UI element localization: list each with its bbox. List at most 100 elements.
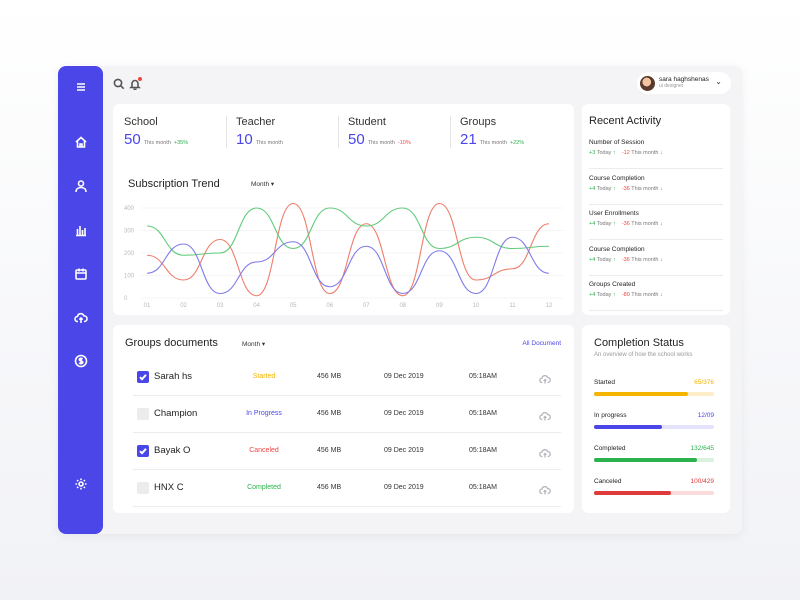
activity-up-period: Today <box>596 292 612 298</box>
row-checkbox[interactable] <box>137 445 149 457</box>
cloud-upload-icon[interactable] <box>539 371 551 384</box>
activity-down-period: This month <box>631 150 659 156</box>
stat-period: This month <box>479 140 507 146</box>
activity-up-period: Today <box>596 256 612 263</box>
settings-icon[interactable] <box>71 474 90 493</box>
activity-item: Number of Session +3 Today ↑ -12 This mon… <box>589 139 723 169</box>
avatar <box>640 75 655 91</box>
activity-up-period: Today <box>596 185 612 192</box>
table-row[interactable]: Champion In Progress 456 MB 09 Dec 2019 05:1… <box>133 396 561 433</box>
activity-up-period: Today <box>596 150 612 156</box>
activity-down-value: -36 <box>621 221 630 227</box>
stat-label: Teacher <box>236 116 276 128</box>
activity-down-period: This month <box>631 185 659 192</box>
documents-month-dropdown[interactable]: Month ▾ <box>242 340 265 348</box>
activity-title: Recent Activity <box>589 115 662 127</box>
arrow-down-icon: ↓ <box>659 221 663 227</box>
arrow-up-icon: ↑ <box>612 221 616 227</box>
completion-item: In progress 12/09 <box>594 412 714 432</box>
cloud-upload-icon[interactable] <box>71 308 90 327</box>
completion-item: Completed 132/645 <box>594 445 714 465</box>
activity-up-value: +4 <box>589 256 596 263</box>
activity-down-period: This month <box>631 292 659 298</box>
document-size: 456 MB <box>317 373 342 380</box>
home-icon[interactable] <box>71 132 90 151</box>
bell-icon[interactable] <box>129 77 143 91</box>
document-time: 05:18AM <box>469 410 498 417</box>
stat-period: This month <box>255 140 283 146</box>
cloud-upload-icon[interactable] <box>539 482 551 495</box>
series-line-1 <box>146 202 550 297</box>
completion-item: Canceled 100/429 <box>594 478 714 498</box>
cloud-upload-icon[interactable] <box>539 445 551 458</box>
progress-track <box>594 491 714 495</box>
cloud-upload-icon[interactable] <box>539 408 551 421</box>
x-tick-label: 03 <box>217 303 224 309</box>
search-icon[interactable] <box>113 77 127 91</box>
activity-down-value: -12 <box>621 150 630 156</box>
table-row[interactable]: HNX C Completed 456 MB 09 Dec 2019 05:18AM <box>133 470 561 507</box>
all-documents-link[interactable]: All Document <box>522 340 561 347</box>
x-tick-label: 04 <box>253 303 260 309</box>
chevron-down-icon: ▾ <box>261 341 266 348</box>
activity-item: User Enrollments +4 Today ↑ -36 This mont… <box>589 210 723 240</box>
document-date: 09 Dec 2019 <box>384 373 424 380</box>
progress-fill <box>594 392 688 396</box>
activity-name: Groups Created <box>589 281 636 288</box>
stat-change: +22% <box>509 140 525 146</box>
progress-track <box>594 392 714 396</box>
document-name: HNX C <box>154 482 184 493</box>
stat-value: 10 <box>236 131 253 148</box>
completion-label: Completed <box>594 445 626 452</box>
progress-fill <box>594 425 663 429</box>
activity-up-value: +4 <box>589 292 596 298</box>
x-tick-label: 10 <box>473 303 480 309</box>
document-size: 456 MB <box>317 484 342 491</box>
completion-value: 12/09 <box>697 412 714 419</box>
row-checkbox[interactable] <box>137 408 149 420</box>
dollar-icon[interactable] <box>71 351 90 370</box>
document-size: 456 MB <box>317 447 342 454</box>
document-time: 05:18AM <box>469 484 498 491</box>
arrow-down-icon: ↓ <box>659 292 663 298</box>
row-checkbox[interactable] <box>137 482 149 494</box>
stat-value: 21 <box>460 131 477 148</box>
activity-down-value: -36 <box>621 185 630 192</box>
table-row[interactable]: Bayak O Canceled 456 MB 09 Dec 2019 05:18AM <box>133 433 561 470</box>
table-row[interactable]: Sarah hs Started 456 MB 09 Dec 2019 05:18AM <box>133 359 561 396</box>
arrow-down-icon: ↓ <box>659 256 663 263</box>
document-name: Champion <box>154 408 198 419</box>
progress-track <box>594 458 714 462</box>
stat-change: +35% <box>173 140 189 146</box>
bar-chart-icon[interactable] <box>71 220 90 239</box>
completion-subtitle: An overview of how the school works <box>594 352 693 358</box>
arrow-up-icon: ↑ <box>612 150 616 156</box>
activity-item: Groups Created +4 Today ↑ -80 This month … <box>589 281 723 311</box>
row-checkbox[interactable] <box>137 371 149 383</box>
stat-label: Student <box>348 116 386 128</box>
y-tick-label: 400 <box>124 206 135 212</box>
arrow-up-icon: ↑ <box>612 185 616 192</box>
check-icon <box>139 374 147 381</box>
stat-value: 50 <box>348 131 365 148</box>
series-line-2 <box>146 207 550 256</box>
x-tick-label: 08 <box>399 303 406 309</box>
completion-label: In progress <box>594 412 627 419</box>
calendar-icon[interactable] <box>71 264 90 283</box>
user-menu[interactable]: sara haghshenas ui designer ⌄ <box>637 72 731 94</box>
document-status: Started <box>252 373 276 380</box>
dashboard-window: sara haghshenas ui designer ⌄ School 50 … <box>58 66 742 534</box>
activity-up-value: +3 <box>589 150 596 156</box>
completion-label: Canceled <box>594 478 622 485</box>
menu-icon[interactable] <box>71 77 90 96</box>
groups-documents-card: Groups documents Month ▾ All Document Sa… <box>113 325 574 513</box>
document-size: 456 MB <box>317 410 342 417</box>
completion-title: Completion Status <box>594 337 684 349</box>
completion-value: 132/645 <box>690 445 715 452</box>
user-icon[interactable] <box>71 176 90 195</box>
chevron-down-icon[interactable]: ⌄ <box>715 77 722 86</box>
completion-value: 100/429 <box>690 478 715 485</box>
sidebar <box>58 66 103 534</box>
chart-month-dropdown[interactable]: Month ▾ <box>251 180 274 188</box>
documents-title: Groups documents <box>125 337 218 349</box>
